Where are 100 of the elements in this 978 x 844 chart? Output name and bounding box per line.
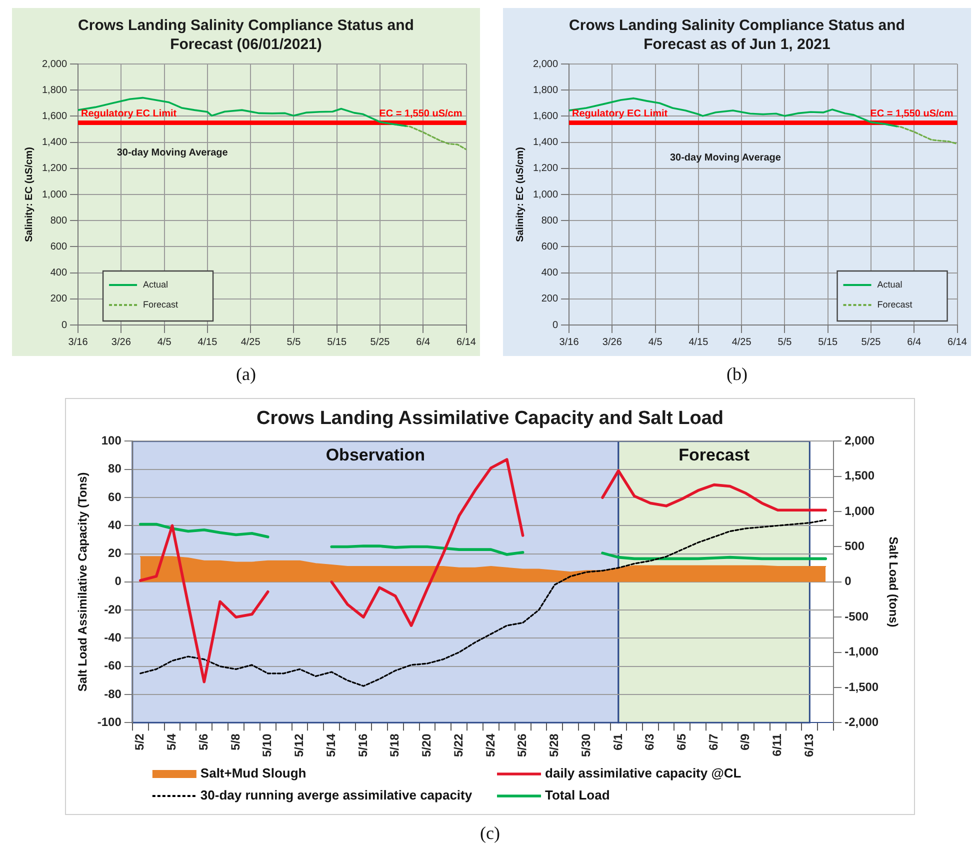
x-tick-label: 6/11	[770, 733, 784, 756]
x-tick-label: 6/14	[948, 336, 968, 348]
y2-tick-label: 500	[844, 538, 865, 553]
y-tick-label: 800	[50, 214, 68, 226]
legend-label: Salt+Mud Slough	[200, 765, 306, 780]
text: (a)	[235, 364, 257, 384]
y-tick-label: 0	[61, 319, 68, 330]
x-tick-label: 5/26	[515, 733, 530, 757]
legend-label: 30-day running averge assimilative capacity	[200, 787, 473, 802]
band-label: Forecast	[678, 445, 750, 464]
y2-tick-label: -2,000	[844, 714, 879, 729]
y-tick-label: 1,400	[532, 136, 558, 148]
line-series	[140, 518, 826, 687]
x-tick-label: 5/4	[164, 733, 179, 750]
x-tick-label: 5/16	[356, 733, 370, 757]
legend-label: Actual	[143, 278, 168, 289]
legend-label: Forecast	[143, 298, 179, 309]
x-tick-label: 4/15	[198, 336, 218, 348]
y-tick-label: -100	[97, 714, 122, 729]
y-tick-label: 600	[541, 240, 558, 252]
y-tick-label: 1,000	[532, 188, 558, 200]
ref-line-label: EC = 1,550 uS/cm	[379, 108, 462, 119]
y-tick-label: 100	[101, 433, 122, 448]
x-tick-label: 4/25	[240, 336, 261, 348]
y-tick-label: 1,600	[42, 110, 68, 122]
chart-title: Crows Landing Salinity Compliance Status and Forecast (06/01/2021)	[77, 16, 415, 54]
y-tick-label: 2,000	[42, 58, 68, 70]
y-tick-label: 200	[50, 293, 68, 304]
x-tick-label: 5/15	[818, 336, 838, 348]
y-tick-label: 2,000	[532, 58, 558, 70]
x-tick-label: 5/30	[578, 733, 593, 757]
y-axis-title: Salt Load Assimilative Capacity (Tons)	[76, 472, 90, 692]
x-tick-label: 4/25	[732, 336, 752, 348]
annotation: Regulatory EC Limit	[81, 108, 178, 119]
legend-label: Forecast	[877, 298, 913, 309]
chart-title: Crows Landing Salinity Compliance Status and Forecast as of Jun 1, 2021	[568, 16, 906, 54]
x-tick-label: 5/25	[370, 336, 390, 348]
x-tick-label: 4/5	[648, 336, 663, 348]
y-tick-label: 0	[552, 319, 558, 330]
x-tick-label: 6/4	[416, 336, 431, 348]
x-tick-label: 6/7	[706, 733, 720, 750]
y-tick-label: 20	[108, 546, 122, 560]
x-tick-label: 5/5	[286, 336, 302, 348]
band-label: Observation	[326, 445, 426, 464]
y-axis-title: Salinity: EC (uS/cm)	[514, 146, 526, 242]
legend-label: daily assimilative capacity @CL	[545, 765, 742, 780]
y-tick-label: 1,600	[532, 110, 558, 122]
y-tick-label: 1,800	[42, 84, 68, 96]
y-tick-label: 1,800	[532, 84, 558, 96]
y-tick-label: 600	[50, 240, 68, 252]
y-tick-label: -20	[104, 602, 122, 616]
y-tick-label: 80	[108, 461, 122, 476]
y2-tick-label: -1,000	[844, 644, 879, 658]
x-tick-label: 4/15	[688, 336, 709, 348]
annotation: Regulatory EC Limit	[572, 108, 668, 119]
x-tick-label: 3/26	[111, 336, 132, 348]
x-tick-label: 3/16	[559, 336, 580, 348]
x-tick-label: 6/13	[802, 733, 816, 757]
x-tick-label: 5/10	[260, 733, 274, 757]
y-tick-label: 1,000	[42, 188, 68, 200]
y-tick-label: 60	[108, 490, 122, 504]
x-tick-label: 6/3	[642, 733, 657, 750]
y2-tick-label: 1,500	[844, 468, 875, 482]
annotation: 30-day Moving Average	[670, 152, 782, 164]
y2-tick-label: 1,000	[844, 504, 875, 518]
text: (c)	[479, 822, 501, 844]
y-tick-label: 1,200	[532, 162, 558, 174]
x-tick-label: 6/1	[610, 733, 625, 750]
x-tick-label: 5/6	[196, 733, 210, 750]
y-tick-label: 1,200	[42, 162, 68, 174]
x-tick-label: 5/18	[388, 733, 402, 757]
x-tick-label: 5/8	[228, 733, 242, 750]
x-tick-label: 5/5	[778, 336, 792, 348]
text: (b)	[726, 364, 748, 384]
chart-title: Crows Landing Assimilative Capacity and Salt Load	[255, 407, 724, 431]
y2-tick-label: 0	[844, 574, 852, 588]
legend-label: Total Load	[545, 787, 610, 802]
x-tick-label: 4/5	[157, 336, 172, 348]
y-tick-label: 200	[541, 293, 558, 304]
x-tick-label: 3/26	[602, 336, 622, 348]
y-tick-label: 400	[50, 267, 68, 278]
y-axis-title: Salinity: EC (uS/cm)	[24, 146, 35, 242]
x-tick-label: 6/5	[674, 733, 688, 750]
y-tick-label: 0	[114, 574, 122, 588]
x-tick-label: 6/9	[738, 733, 752, 750]
y-tick-label: 800	[541, 214, 558, 226]
y-tick-label: 400	[541, 267, 558, 278]
x-tick-label: 5/14	[324, 733, 338, 757]
legend-label: Actual	[877, 278, 902, 289]
x-tick-label: 6/14	[456, 336, 476, 348]
x-tick-label: 5/25	[861, 336, 882, 348]
x-tick-label: 5/28	[547, 733, 562, 757]
y-tick-label: -60	[104, 658, 122, 672]
x-tick-label: 6/4	[907, 336, 922, 348]
y2-tick-label: 2,000	[844, 433, 875, 448]
x-tick-label: 5/2	[132, 733, 147, 750]
y-tick-label: 40	[108, 518, 122, 532]
y2-tick-label: -1,500	[844, 680, 879, 694]
y-tick-label: -40	[104, 630, 122, 644]
x-tick-label: 5/24	[483, 733, 498, 757]
